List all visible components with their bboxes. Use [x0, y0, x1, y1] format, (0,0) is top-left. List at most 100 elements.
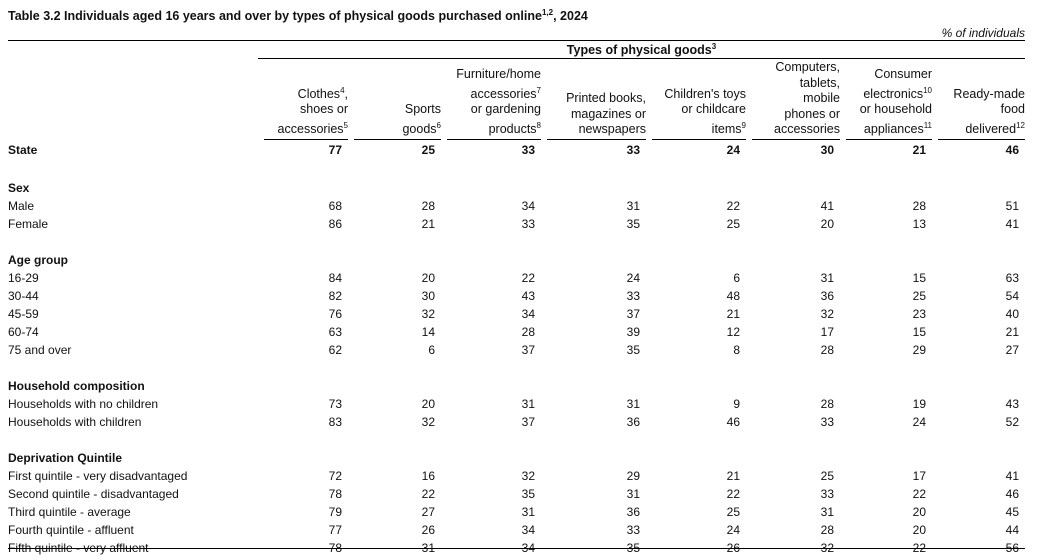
- column-header-5: Children's toys or childcare items9: [646, 60, 746, 140]
- row-label: Third quintile - average: [8, 504, 131, 519]
- value-cell: 12: [726, 324, 740, 339]
- header-text: shoes or: [300, 102, 348, 117]
- row-label: 75 and over: [8, 342, 72, 357]
- value-cell: 35: [626, 216, 640, 231]
- header-text: ,: [344, 86, 348, 101]
- value-cell: 26: [421, 522, 435, 537]
- value-cell: 37: [521, 414, 535, 429]
- spacer-row: [8, 161, 1025, 179]
- value-cell: 25: [726, 216, 740, 231]
- header-text: appliances: [863, 122, 924, 136]
- value-cell: 16: [421, 468, 435, 483]
- value-cell: 32: [521, 468, 535, 483]
- total-row: State 77 25 33 33 24 30 21 46: [8, 140, 1025, 161]
- value-cell: 35: [626, 342, 640, 357]
- header-text: or household: [859, 102, 932, 117]
- value-cell: 46: [1005, 142, 1019, 157]
- table-row: 75 and over 62 6 37 35 8 28 29 27: [8, 341, 1025, 359]
- value-cell: 6: [428, 342, 435, 357]
- value-cell: 23: [912, 306, 926, 321]
- table-row: Male 68 28 34 31 22 41 28 51: [8, 197, 1025, 215]
- row-label: Households with children: [8, 414, 142, 429]
- value-cell: 29: [912, 342, 926, 357]
- value-cell: 31: [820, 504, 834, 519]
- value-cell: 37: [521, 342, 535, 357]
- value-cell: 31: [820, 270, 834, 285]
- section-header-row: Household composition: [8, 377, 1025, 395]
- header-text: accessories: [774, 122, 840, 136]
- value-cell: 83: [328, 414, 342, 429]
- group-header-footnote: 3: [711, 42, 717, 51]
- table-row: Fourth quintile - affluent 77 26 34 33 24 28 20…: [8, 521, 1025, 539]
- value-cell: 22: [521, 270, 535, 285]
- row-label: 30-44: [8, 288, 39, 303]
- value-cell: 44: [1005, 522, 1019, 537]
- value-cell: 31: [521, 504, 535, 519]
- value-cell: 78: [328, 540, 342, 555]
- value-cell: 39: [626, 324, 640, 339]
- section-header: Deprivation Quintile: [8, 450, 123, 465]
- value-cell: 33: [820, 486, 834, 501]
- value-cell: 22: [912, 486, 926, 501]
- footnote-ref: 6: [436, 120, 441, 130]
- value-cell: 8: [733, 342, 740, 357]
- header-text: mobile: [803, 91, 840, 105]
- value-cell: 24: [726, 142, 740, 157]
- column-header-label: Consumer electronics10 or household applian…: [846, 67, 932, 140]
- section-header-row: Deprivation Quintile: [8, 449, 1025, 467]
- value-cell: 79: [328, 504, 342, 519]
- footnote-ref: 11: [923, 120, 932, 130]
- value-cell: 22: [912, 540, 926, 555]
- row-label: Male: [8, 198, 35, 213]
- value-cell: 52: [1005, 414, 1019, 429]
- value-cell: 77: [328, 522, 342, 537]
- row-label: Fifth quintile - very affluent: [8, 540, 149, 555]
- column-header-label: Ready-made food delivered12: [938, 87, 1025, 140]
- row-label-header: [8, 60, 258, 140]
- value-cell: 33: [626, 288, 640, 303]
- value-cell: 17: [820, 324, 834, 339]
- value-cell: 76: [328, 306, 342, 321]
- value-cell: 28: [820, 396, 834, 411]
- value-cell: 15: [912, 270, 926, 285]
- value-cell: 34: [521, 198, 535, 213]
- table-title-footnote: 1,2: [541, 8, 554, 17]
- value-cell: 25: [421, 142, 435, 157]
- value-cell: 28: [820, 342, 834, 357]
- header-text: phones or: [784, 106, 840, 121]
- value-cell: 29: [626, 468, 640, 483]
- column-header-label: Sports goods6: [354, 102, 441, 140]
- value-cell: 68: [328, 198, 342, 213]
- table-row: Female 86 21 33 35 25 20 13 41: [8, 215, 1025, 233]
- value-cell: 46: [1005, 486, 1019, 501]
- value-cell: 28: [421, 198, 435, 213]
- value-cell: 84: [328, 270, 342, 285]
- column-header-2: Sports goods6: [348, 60, 441, 140]
- data-table: Clothes4, shoes or accessories5 Sports goods…: [8, 60, 1025, 557]
- header-text: tablets,: [799, 75, 840, 90]
- section-header-row: Sex: [8, 179, 1025, 197]
- value-cell: 40: [1005, 306, 1019, 321]
- footnote-ref: 8: [536, 120, 541, 130]
- value-cell: 33: [626, 142, 640, 157]
- group-header-text: Types of physical goods: [566, 43, 712, 58]
- header-text: Computers,: [775, 60, 840, 74]
- header-text: delivered: [965, 122, 1017, 136]
- table-row: 30-44 82 30 43 33 48 36 25 54: [8, 287, 1025, 305]
- header-text: Printed books,: [566, 91, 646, 105]
- group-header-rule: [258, 58, 1025, 59]
- row-label: 45-59: [8, 306, 39, 321]
- value-cell: 43: [521, 288, 535, 303]
- value-cell: 21: [912, 142, 926, 157]
- table-title: Table 3.2 Individuals aged 16 years and …: [8, 8, 588, 23]
- value-cell: 33: [820, 414, 834, 429]
- header-text: Consumer: [874, 67, 932, 82]
- header-text: accessories: [470, 86, 537, 101]
- value-cell: 6: [733, 270, 740, 285]
- value-cell: 34: [521, 522, 535, 537]
- value-cell: 21: [1005, 324, 1019, 339]
- section-header: Sex: [8, 180, 30, 195]
- value-cell: 28: [820, 522, 834, 537]
- value-cell: 78: [328, 486, 342, 501]
- column-header-label: Children's toys or childcare items9: [652, 87, 746, 140]
